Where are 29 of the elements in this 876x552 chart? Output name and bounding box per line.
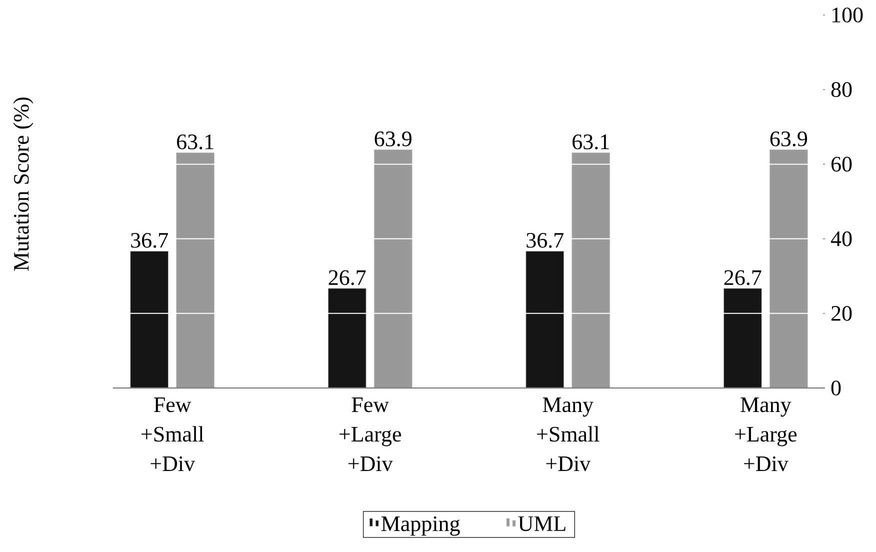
bar [769,149,808,388]
data-label: 63.1 [177,134,214,150]
x-tick-label: Many +Small +Div [537,398,600,472]
y-tick-label: 40 [830,231,852,246]
data-label: 26.7 [724,270,762,286]
y-axis-title: Mutation Score (%) [13,98,34,271]
data-label: 63.9 [374,132,412,146]
y-tick-label: 60 [831,156,852,172]
bar [130,250,169,388]
data-label: 63.1 [572,134,609,150]
legend-label: Mapping [381,516,460,536]
bar [374,149,412,388]
data-label: 26.7 [328,270,366,286]
x-tick-label: Many +Large +Div [735,398,797,472]
y-tick-label: 80 [831,82,852,98]
data-label: 63.9 [770,132,808,146]
bar [328,288,366,388]
x-tick-label: Few +Small +Div [142,398,204,472]
data-label: 36.7 [131,232,168,248]
bar [723,288,762,388]
y-tick-label: 100 [832,8,863,22]
legend-label: UML [518,516,566,532]
bar [176,152,215,388]
bar [526,250,564,388]
bar [572,152,610,388]
data-label: 36.7 [526,232,564,248]
x-tick-label: Few +Large +Div [340,398,402,472]
y-tick-label: 20 [832,306,852,321]
y-tick-label: 0 [831,380,841,396]
